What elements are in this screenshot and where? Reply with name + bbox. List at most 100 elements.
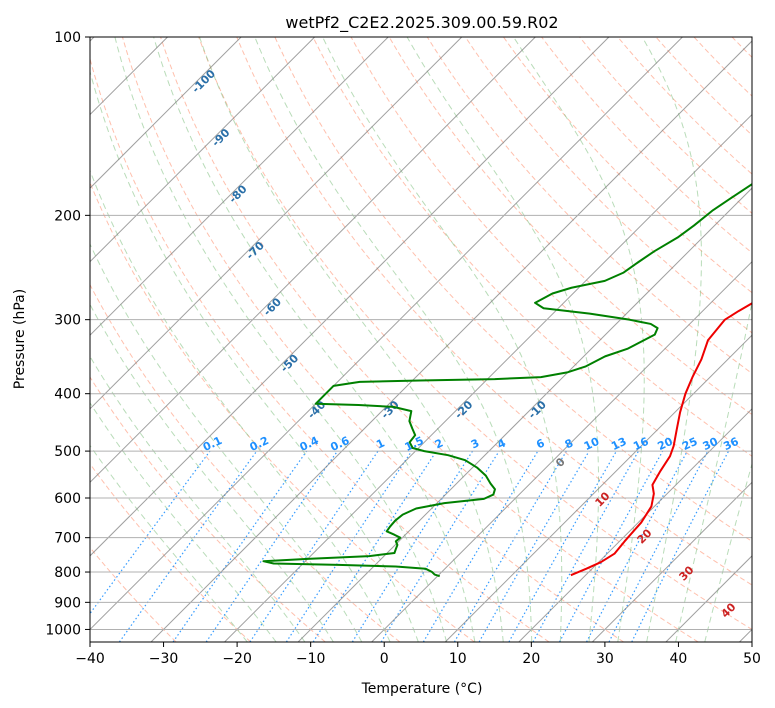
- mixing-ratio-label: 36: [721, 435, 741, 453]
- dry-adiabat-line: [198, 37, 752, 631]
- dry-adiabat-label: -90: [209, 126, 232, 149]
- moist-adiabat-label: 20: [635, 526, 655, 546]
- moist-adiabat-line: [406, 37, 600, 642]
- x-tick-label: −10: [296, 651, 326, 667]
- x-axis-title: Temperature (°C): [361, 681, 483, 697]
- moist-adiabat-line: [90, 169, 391, 642]
- chart-title: wetPf2_C2E2.2025.309.00.59.R02: [285, 13, 558, 33]
- mixing-ratio-label: 25: [680, 435, 699, 453]
- dry-adiabat-line: [350, 37, 752, 457]
- mixing-ratio-line: [249, 450, 379, 642]
- dry-adiabat-label: -20: [452, 398, 475, 421]
- y-tick-label: 800: [54, 565, 81, 581]
- dry-adiabat-line: [90, 376, 326, 642]
- dry-adiabat-line: [121, 37, 624, 642]
- isotherm-line: [90, 37, 242, 189]
- dry-adiabat-line: [90, 546, 177, 642]
- mixing-ratio-line: [558, 450, 664, 642]
- isotherm-line: [90, 37, 316, 263]
- mixing-ratio-line: [205, 450, 338, 642]
- x-tick-label: 10: [449, 651, 467, 667]
- dry-adiabat-line: [770, 37, 775, 642]
- moist-adiabat-label: 40: [719, 600, 739, 620]
- mixing-ratio-label: 1: [374, 436, 386, 451]
- mixing-ratio-label: 4: [495, 436, 508, 451]
- mixing-ratio-line: [608, 450, 709, 642]
- y-axis-title: Pressure (hPa): [12, 289, 28, 389]
- mixing-ratio-label: 20: [656, 435, 676, 453]
- y-tick-label: 100: [54, 30, 81, 46]
- moist-adiabat-label: 0: [553, 455, 568, 470]
- isotherm-line: [665, 555, 752, 642]
- isotherm-line: [90, 37, 463, 410]
- dry-adiabat-label: -100: [189, 67, 218, 96]
- mixing-ratio-label: 6: [534, 436, 547, 451]
- y-tick-label: 900: [54, 595, 81, 611]
- moist-adiabat-line: [90, 242, 363, 642]
- y-tick-label: 300: [54, 313, 81, 329]
- moist-adiabat-line: [90, 355, 306, 642]
- moist-adiabat-line: [114, 37, 448, 642]
- isotherm-line: [90, 37, 683, 631]
- dry-adiabat-line: [90, 283, 401, 642]
- dry-adiabat-label: -60: [261, 295, 284, 318]
- mixing-ratio-label: 16: [631, 435, 651, 453]
- mixing-ratio-line: [90, 450, 211, 615]
- isotherm-line: [90, 37, 389, 336]
- mixing-ratio-line: [172, 450, 308, 642]
- x-tick-label: 30: [596, 651, 614, 667]
- mixing-ratio-line: [312, 450, 437, 642]
- dry-adiabat-line: [90, 181, 475, 642]
- moist-adiabat-label: 30: [677, 563, 697, 583]
- mixing-ratio-label: 30: [701, 435, 721, 453]
- isotherm-line: [518, 408, 752, 642]
- mixing-ratio-line: [508, 450, 617, 642]
- mixing-ratio-line: [532, 450, 640, 642]
- moist-adiabat-line: [90, 401, 277, 642]
- moist-adiabat-line: [704, 462, 752, 642]
- dry-adiabat-line: [312, 37, 752, 500]
- y-tick-label: 600: [54, 491, 81, 507]
- mixing-ratio-line: [422, 450, 539, 642]
- dry-adiabat-line: [388, 37, 752, 416]
- y-tick-label: 400: [54, 387, 81, 403]
- moist-adiabat-line: [254, 37, 533, 642]
- y-tick-label: 1000: [45, 622, 81, 638]
- dry-adiabat-line: [503, 37, 752, 294]
- dry-adiabat-line: [236, 37, 752, 586]
- dry-adiabat-line: [90, 57, 550, 642]
- dry-adiabat-label: -10: [526, 398, 549, 421]
- isotherm-line: [591, 481, 752, 642]
- mixing-ratio-line: [118, 450, 258, 642]
- x-tick-label: −40: [75, 651, 105, 667]
- isotherm-line: [297, 187, 752, 642]
- background-lines: [90, 37, 775, 642]
- temperature-profile-line: [570, 302, 752, 577]
- mixing-ratio-label: 13: [609, 435, 628, 453]
- moist-adiabat-line: [199, 37, 504, 642]
- dewpoint-profile-line: [262, 183, 752, 578]
- moist-adiabat-line: [641, 37, 702, 642]
- y-tick-label: 500: [54, 444, 81, 460]
- moist-adiabat-line: [513, 37, 645, 642]
- x-tick-label: 20: [522, 651, 540, 667]
- moist-adiabat-line: [675, 299, 752, 642]
- mixing-ratio-label: 3: [469, 436, 481, 451]
- mixing-ratio-line: [453, 450, 567, 642]
- mixing-ratio-label: 10: [582, 435, 602, 453]
- isotherm-line: [150, 40, 752, 642]
- plot-frame: [89, 36, 753, 643]
- moist-adiabat-line: [90, 303, 334, 642]
- dry-adiabat-line: [90, 463, 252, 642]
- mixing-ratio-line: [631, 450, 730, 642]
- moist-adiabat-line: [322, 37, 563, 642]
- x-tick-label: 40: [670, 651, 688, 667]
- dry-adiabat-line: [541, 37, 752, 254]
- moist-adiabat-line: [90, 444, 248, 642]
- isotherm-line: [371, 260, 752, 642]
- dry-adiabat-line: [160, 37, 699, 642]
- mixing-ratio-line: [586, 450, 688, 642]
- x-tick-label: 0: [380, 651, 389, 667]
- moist-adiabat-line: [153, 37, 476, 642]
